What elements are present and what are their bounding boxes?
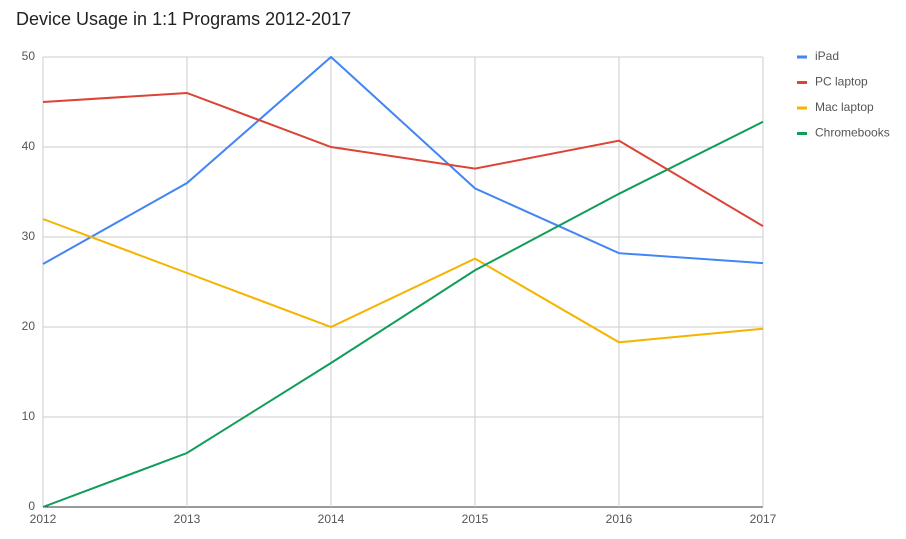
series-line [42,91,764,228]
y-tick-label: 10 [22,409,36,423]
series-line [42,55,764,265]
y-tick-label: 30 [22,229,36,243]
x-tick-label: 2015 [462,512,489,526]
x-tick-label: 2013 [174,512,201,526]
legend-label: PC laptop [815,75,868,89]
legend-label: Chromebooks [815,126,890,140]
legend-label: iPad [815,49,839,63]
series-line [42,120,764,508]
chart-title: Device Usage in 1:1 Programs 2012-2017 [16,9,351,29]
x-tick-label: 2014 [318,512,345,526]
x-tick-label: 2016 [606,512,633,526]
series-line [42,218,764,344]
y-tick-label: 40 [22,139,36,153]
legend-label: Mac laptop [815,100,874,114]
x-tick-label: 2012 [30,512,57,526]
x-tick-label: 2017 [750,512,777,526]
y-tick-label: 0 [28,499,35,513]
y-tick-label: 20 [22,319,36,333]
y-tick-label: 50 [22,49,36,63]
